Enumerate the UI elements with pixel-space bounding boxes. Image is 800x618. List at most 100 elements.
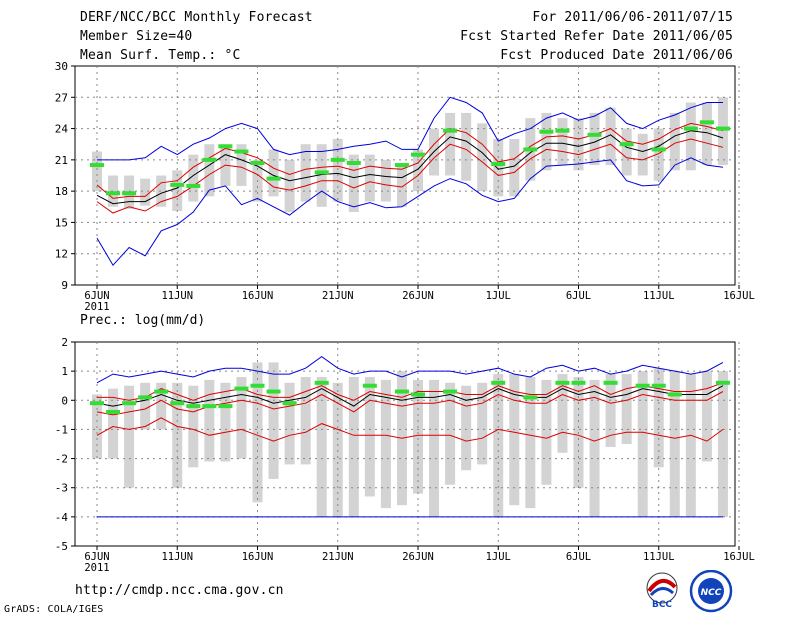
y-tick-label: 2 <box>61 336 68 349</box>
observed-marker <box>555 128 570 133</box>
ensemble-box <box>541 379 552 485</box>
ensemble-box <box>124 385 135 488</box>
observed-marker <box>250 160 265 165</box>
bcc-logo-icon: BCC <box>646 572 678 610</box>
ensemble-box <box>332 139 343 202</box>
x-tick-label: 16JUN <box>242 551 274 563</box>
x-tick-label: 6JUL <box>566 551 591 563</box>
x-tick-label: 6JUN <box>84 290 109 302</box>
observed-marker <box>122 401 137 406</box>
y-tick-label: -5 <box>55 540 68 553</box>
observed-marker <box>122 191 137 196</box>
y-tick-label: 0 <box>61 394 68 407</box>
observed-marker <box>651 147 666 152</box>
x-tick-label: 21JUN <box>322 551 354 563</box>
ensemble-box <box>669 371 680 517</box>
ensemble-box <box>348 154 359 212</box>
series-mean-line <box>96 385 724 407</box>
ensemble-box <box>701 371 712 462</box>
ensemble-box <box>605 374 616 447</box>
observed-marker <box>683 126 698 131</box>
forecast-started: Fcst Started Refer Date 2011/06/05 <box>460 29 733 44</box>
source-url[interactable]: http://cmdp.ncc.cma.gov.cn <box>75 583 284 598</box>
ensemble-box <box>509 374 520 506</box>
observed-marker <box>90 163 104 168</box>
ensemble-box <box>156 175 167 207</box>
ensemble-box <box>204 144 215 197</box>
ensemble-box <box>268 362 279 479</box>
ensemble-box <box>108 175 119 207</box>
ensemble-box <box>380 379 391 509</box>
series-mean-line <box>96 130 724 205</box>
ensemble-box <box>413 379 423 494</box>
y-tick-label: 1 <box>61 365 68 378</box>
observed-marker <box>90 401 104 406</box>
ensemble-box <box>332 382 343 517</box>
y-tick-label: -1 <box>55 423 68 436</box>
ensemble-box <box>701 102 712 166</box>
observed-marker <box>234 149 249 154</box>
ensemble-box <box>316 144 327 207</box>
x-tick-label: 11JUL <box>643 290 675 302</box>
ensemble-box <box>172 382 183 488</box>
ensemble-box <box>284 159 295 212</box>
x-tick-label: 11JUL <box>643 551 675 563</box>
observed-marker <box>186 404 201 409</box>
ensemble-box <box>188 385 199 468</box>
observed-marker <box>266 389 281 394</box>
forecast-produced: Fcst Produced Date 2011/06/06 <box>500 48 733 63</box>
observed-marker <box>619 142 634 147</box>
observed-marker <box>106 191 121 196</box>
x-tick-label: 16JUN <box>242 290 274 302</box>
ensemble-box <box>156 382 167 430</box>
observed-marker <box>667 392 682 397</box>
observed-marker <box>138 395 153 400</box>
ensemble-box <box>380 159 391 202</box>
ensemble-box <box>236 144 247 186</box>
x-tick-label: 16JUL <box>723 290 755 302</box>
observed-marker <box>394 163 409 168</box>
ensemble-box <box>300 144 311 202</box>
observed-marker <box>587 132 602 137</box>
x-tick-label: 26JUN <box>402 551 434 563</box>
plot-frame <box>74 65 736 286</box>
observed-marker <box>411 392 425 397</box>
ensemble-box <box>589 112 600 166</box>
observed-marker <box>250 383 265 388</box>
observed-marker <box>170 182 185 187</box>
observed-marker <box>218 144 233 149</box>
ensemble-box <box>541 112 552 171</box>
panel-temperature: 9 12 15 18 21 24 27 30 6JUN 11JUN 16JUN 21JUN 26JUN 1… <box>55 60 755 313</box>
observed-marker <box>218 404 233 409</box>
ensemble-box <box>621 374 632 444</box>
ensemble-box <box>461 112 472 181</box>
observed-marker <box>330 157 345 162</box>
ensemble-box <box>509 139 520 197</box>
ensemble-box <box>621 128 632 176</box>
ensemble-box <box>685 102 696 171</box>
y-tick-label: 9 <box>61 279 68 292</box>
observed-marker <box>202 157 217 162</box>
x-tick-label: 6JUN <box>84 551 109 563</box>
member-size: Member Size=40 <box>80 29 193 44</box>
ensemble-box <box>188 154 199 202</box>
y-tick-label: 18 <box>55 185 68 198</box>
series-min-line <box>96 417 724 442</box>
ensemble-box <box>557 118 568 166</box>
ensemble-box <box>717 97 728 166</box>
ensemble-box <box>717 371 728 517</box>
ensemble-box <box>364 376 375 497</box>
x-tick-label: 16JUL <box>723 551 755 563</box>
ensemble-box <box>589 379 600 517</box>
ensemble-box <box>140 382 151 430</box>
series-max-line <box>97 96 723 161</box>
ensemble-box <box>653 128 664 181</box>
observed-marker <box>699 120 714 125</box>
year-label: 2011 <box>84 562 109 574</box>
ensemble-box <box>92 151 102 192</box>
ensemble-box <box>653 368 664 468</box>
ensemble-box <box>284 382 295 465</box>
observed-marker <box>539 129 554 134</box>
observed-marker <box>523 395 538 400</box>
